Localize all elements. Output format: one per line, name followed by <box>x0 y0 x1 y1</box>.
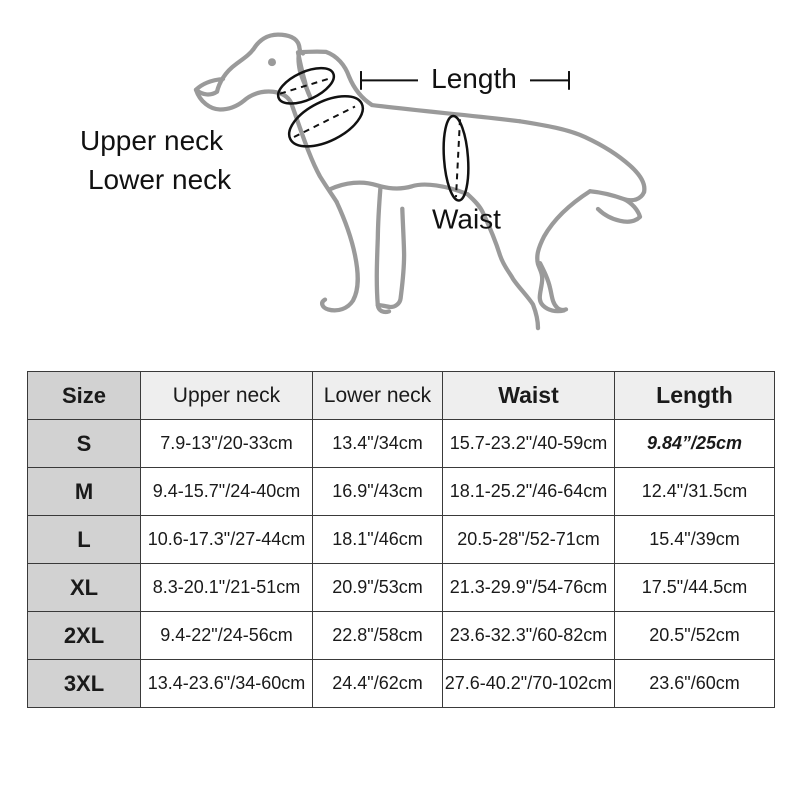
svg-text:Lower neck: Lower neck <box>88 164 231 195</box>
svg-text:Waist: Waist <box>432 204 501 235</box>
svg-text:Length: Length <box>431 63 517 94</box>
svg-text:Upper neck: Upper neck <box>80 125 223 156</box>
